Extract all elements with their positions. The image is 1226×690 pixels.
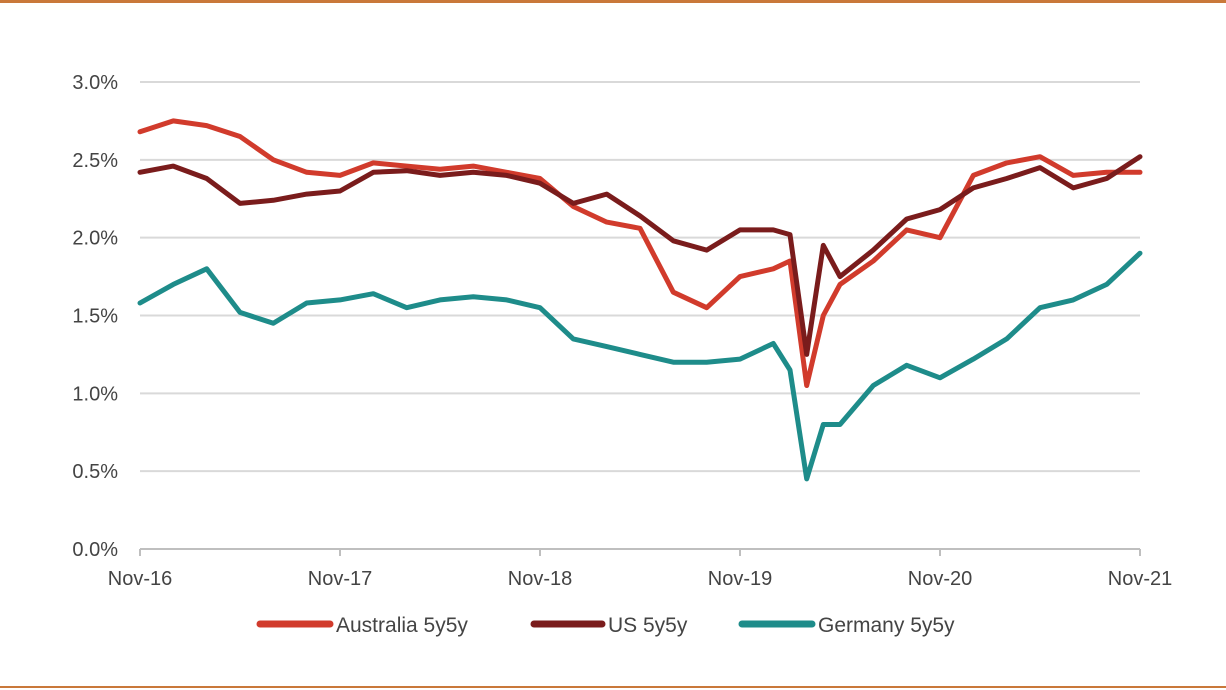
x-tick-label: Nov-21: [1108, 568, 1172, 590]
legend-label: Australia 5y5y: [336, 614, 468, 637]
y-axis-ticks: 0.0% 0.5% 1.0% 1.5% 2.0% 2.5% 3.0%: [72, 72, 118, 561]
x-tick-label: Nov-16: [108, 568, 172, 590]
y-tick-label: 2.0%: [72, 228, 118, 250]
legend-label: Germany 5y5y: [818, 614, 955, 637]
top-rule: [0, 0, 1226, 3]
legend-label: US 5y5y: [608, 614, 688, 637]
series-line-2: [137, 154, 1143, 357]
x-tick-label: Nov-19: [708, 568, 772, 590]
series-line-3: [137, 250, 1143, 482]
x-axis: Nov-16 Nov-17 Nov-18 Nov-19 Nov-20 Nov-21: [108, 548, 1172, 590]
y-tick-label: 3.0%: [72, 72, 118, 94]
y-tick-label: 0.5%: [72, 461, 118, 483]
gridlines: [140, 81, 1140, 473]
x-tick-label: Nov-18: [508, 568, 572, 590]
bottom-rule: [0, 686, 1226, 688]
x-tick-label: Nov-20: [908, 568, 972, 590]
y-tick-label: 2.5%: [72, 150, 118, 172]
y-tick-label: 1.0%: [72, 383, 118, 405]
legend: Australia 5y5y US 5y5y Germany 5y5y: [256, 614, 955, 637]
y-tick-label: 1.5%: [72, 306, 118, 328]
y-tick-label: 0.0%: [72, 539, 118, 561]
series-lines: [137, 118, 1143, 482]
x-tick-label: Nov-17: [308, 568, 372, 590]
